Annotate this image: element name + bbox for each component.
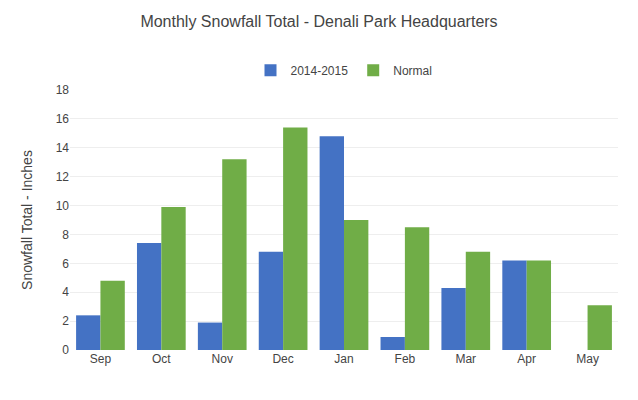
svg-text:Nov: Nov [212,352,233,366]
svg-text:Oct: Oct [152,352,171,366]
svg-text:10: 10 [56,199,70,213]
svg-text:Jan: Jan [334,352,353,366]
svg-text:Sep: Sep [90,352,112,366]
svg-text:Feb: Feb [395,352,416,366]
svg-text:6: 6 [62,257,69,271]
svg-text:0: 0 [62,343,69,357]
svg-text:16: 16 [56,112,70,126]
svg-text:2014-2015: 2014-2015 [291,64,349,78]
svg-text:Dec: Dec [272,352,293,366]
svg-text:Mar: Mar [455,352,476,366]
svg-text:May: May [576,352,599,366]
svg-text:8: 8 [62,228,69,242]
svg-text:Monthly Snowfall Total - Denal: Monthly Snowfall Total - Denali Park Hea… [140,13,497,30]
svg-text:12: 12 [56,170,70,184]
svg-text:18: 18 [56,83,70,97]
svg-text:Apr: Apr [517,352,536,366]
svg-text:Snowfall Total - Inches: Snowfall Total - Inches [19,150,35,290]
svg-text:2: 2 [62,314,69,328]
svg-text:4: 4 [62,285,69,299]
svg-text:Normal: Normal [393,64,432,78]
svg-text:14: 14 [56,141,70,155]
